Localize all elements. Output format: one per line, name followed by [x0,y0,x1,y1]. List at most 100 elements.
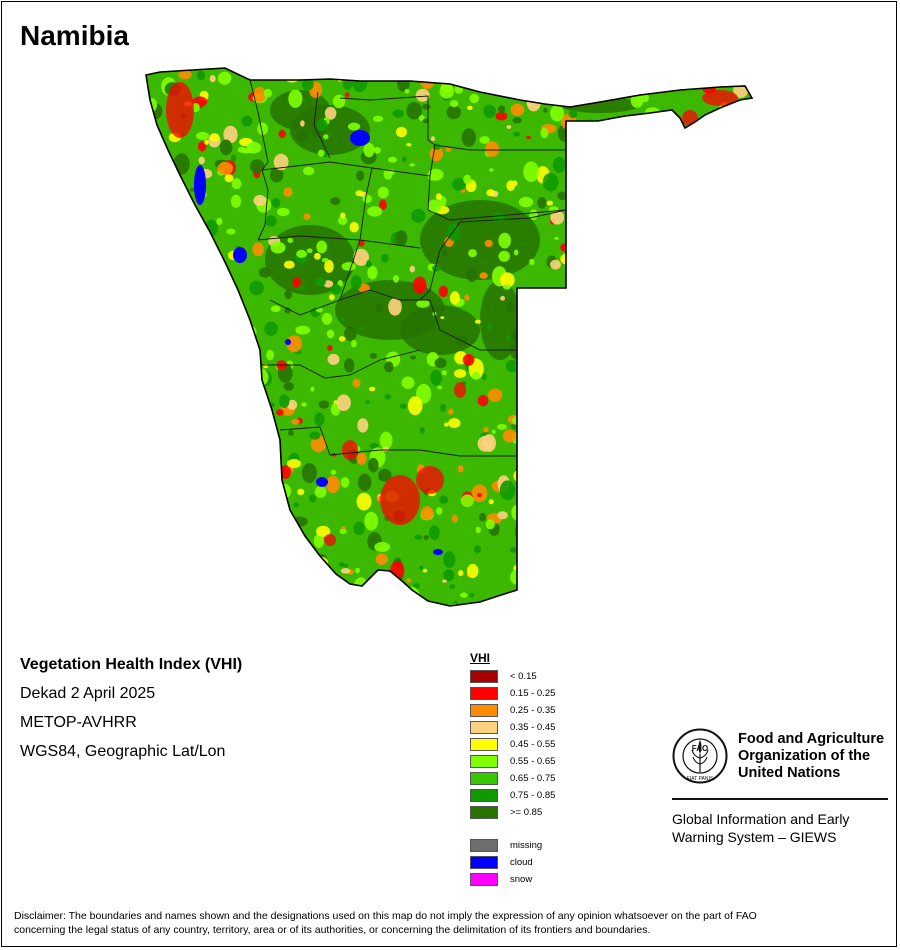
vhi-patch [712,225,727,243]
vhi-patch [550,259,561,270]
vhi-patch [475,526,481,534]
admin-boundary-line [313,91,331,159]
vhi-hotspot [166,82,194,138]
vhi-patch [532,375,547,390]
vhi-patch [513,469,527,483]
vhi-patch [589,174,600,186]
vhi-patch [174,428,185,439]
vhi-patch [541,465,555,481]
vhi-patch [206,470,222,482]
vhi-patch [190,501,197,507]
vhi-patch [231,178,242,190]
vhi-patch [249,159,265,174]
vhi-patch [165,523,172,528]
vhi-patch [487,323,493,330]
vhi-patch [747,75,752,80]
vhi-patch [548,400,561,411]
admin-boundary-line [359,167,373,241]
vhi-patch [291,418,300,425]
vhi-patch [224,174,234,183]
vhi-patch [146,486,161,505]
vhi-patch [449,584,456,590]
vhi-patch [705,341,717,352]
vhi-patch [632,470,638,476]
vhi-patch [236,443,249,460]
vhi-patch [592,572,599,579]
admin-boundary-line [339,289,430,301]
vhi-patch [332,68,348,77]
vhi-patch [492,212,504,223]
vhi-patch [555,490,570,509]
vhi-patch [630,246,641,262]
vhi-patch [718,536,730,552]
vhi-patch [469,593,475,598]
vhi-patch [499,480,516,501]
vhi-patch [560,253,575,265]
vhi-patch [506,125,512,129]
vhi-patch [351,72,368,93]
vhi-patch [741,238,752,248]
vhi-patch [253,86,266,103]
vhi-patch [647,503,660,516]
vhi-patch [595,373,611,393]
vhi-patch [543,360,553,367]
vhi-patch [588,521,599,533]
vhi-patch [412,276,427,294]
vhi-patch [706,503,721,513]
vhi-patch [451,514,458,523]
vhi-patch [529,258,535,266]
admin-boundary-line [279,426,517,457]
vhi-patch [591,421,603,431]
vhi-patch [198,156,205,165]
vhi-patch [663,502,669,510]
vhi-patch [710,188,724,204]
vhi-patch [512,180,518,187]
vhi-patch [288,430,294,436]
vhi-patch [423,535,429,540]
vhi-patch [315,68,325,74]
vhi-patch [422,568,428,573]
vhi-patch [353,248,369,266]
vhi-patch [693,129,706,138]
vhi-patch [270,458,279,466]
vhi-patch [187,424,204,441]
vhi-patch [625,465,630,469]
vhi-patch [478,80,487,86]
legend-class-label: 0.35 - 0.45 [510,722,556,733]
legend-class-label: 0.65 - 0.75 [510,773,556,784]
vhi-patch [655,249,671,267]
vhi-patch [568,367,575,375]
vhi-patch [486,189,495,197]
vhi-patch [510,103,525,116]
vhi-patch [503,88,509,94]
vhi-patch [529,435,538,446]
vhi-patch [421,506,434,520]
legend-classes: < 0.15 0.15 - 0.25 0.25 - 0.35 0.35 - 0.45 0… [470,668,555,821]
vhi-patch [375,553,388,565]
vhi-patch [571,171,586,183]
vhi-patch [479,136,490,144]
vhi-patch [203,279,208,283]
vhi-patch [254,393,259,398]
vhi-patch [696,581,709,594]
vhi-patch [628,234,643,250]
vhi-patch [415,88,430,102]
vhi-patch [218,464,226,471]
vhi-patch [733,401,741,411]
vhi-patch [369,352,377,359]
vhi-patch [505,301,515,313]
legend-class-row: 0.15 - 0.25 [470,685,555,702]
vhi-patch [659,274,665,280]
legend-class-swatch [470,806,498,819]
vhi-patch [734,69,741,77]
vhi-patch [198,228,208,242]
vhi-patch [180,523,196,543]
legend-other-row: cloud [470,854,555,871]
vhi-patch [674,431,687,443]
legend-class-row: < 0.15 [470,668,555,685]
vhi-patch [497,511,508,520]
vhi-patch [237,146,247,153]
legend-other-label: snow [510,874,533,885]
vhi-cloud [433,549,443,555]
vhi-patch [685,364,696,374]
